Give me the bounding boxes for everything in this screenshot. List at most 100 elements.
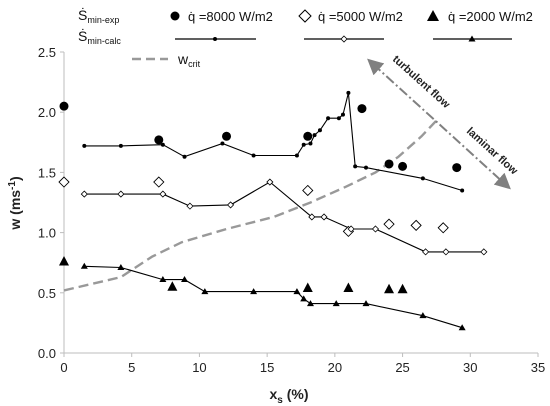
calc-2000-point xyxy=(362,300,370,307)
calc-8000-point xyxy=(353,164,358,169)
calc-8000-line xyxy=(84,92,463,192)
exp-8000-point xyxy=(357,104,367,114)
x-tick-label: 5 xyxy=(128,360,135,375)
exp-8000-point xyxy=(154,135,164,145)
calc-8000-point xyxy=(118,143,123,148)
calc-5000-point xyxy=(308,213,316,221)
calc-8000-point xyxy=(308,141,313,146)
exp-5000-point xyxy=(383,218,395,230)
calc-5000-point xyxy=(80,190,88,198)
exp-5000-point xyxy=(410,219,422,232)
x-axis-title: xs (%) xyxy=(269,386,308,406)
calc-5000-point xyxy=(159,190,167,198)
calc-8000-point xyxy=(346,90,351,95)
calc-2000-point xyxy=(181,276,189,283)
calc-2000-point xyxy=(306,300,314,307)
x-tick-label: 30 xyxy=(463,360,477,375)
exp-2000-point xyxy=(384,283,395,294)
calc-5000-point xyxy=(347,225,355,233)
calc-2000-point xyxy=(332,300,340,307)
exp-2000-point xyxy=(302,282,313,292)
calc-2000-point xyxy=(458,324,466,331)
legend-wcrit-label: wcrit xyxy=(177,51,201,69)
calc-8000-point xyxy=(326,116,331,121)
calc-8000-point xyxy=(420,176,425,181)
legend-calc-2000-dot xyxy=(468,35,476,42)
exp-5000-point xyxy=(302,184,314,197)
exp-8000-point xyxy=(222,131,232,141)
calc-2000-line xyxy=(84,265,463,329)
x-tick-label: 10 xyxy=(192,360,206,375)
calc-5000-point xyxy=(117,190,125,198)
y-tick-label: 0.5 xyxy=(38,286,56,301)
exp-5000-point xyxy=(437,222,449,234)
legend-5000-label: q̇ =5000 W/m2 xyxy=(318,9,403,24)
legend-2000-marker xyxy=(427,10,439,21)
calc-8000-point xyxy=(82,143,87,148)
calc-5000-point xyxy=(371,225,380,233)
exp-2000-point xyxy=(343,282,354,292)
laminar-flow-label: laminar flow xyxy=(464,125,520,177)
x-tick-label: 35 xyxy=(531,360,545,375)
legend-exp-label: Ṡmin-exp xyxy=(78,6,119,25)
calc-8000-point xyxy=(301,142,306,147)
y-tick-label: 2.0 xyxy=(38,105,56,120)
y-axis-title: w (ms-1) xyxy=(7,176,23,230)
legend-calc-8000-dot xyxy=(213,37,217,41)
calc-5000-point xyxy=(442,248,450,256)
legend: Ṡmin-exp Ṡmin-calc wcrit q̇ =8000 W/m2 q… xyxy=(78,6,533,69)
calc-2000-point xyxy=(159,276,167,283)
calc-8000-point xyxy=(340,112,345,117)
calc-8000-point xyxy=(251,153,256,158)
x-tick-label: 20 xyxy=(328,360,342,375)
calc-8000-point xyxy=(364,165,369,170)
x-ticks: 0 5 10 15 20 25 30 35 xyxy=(60,353,545,375)
calc-8000-point xyxy=(160,142,165,147)
exp-5000-point xyxy=(58,176,70,188)
exp-8000-point xyxy=(398,161,408,171)
legend-calc-label: Ṡmin-calc xyxy=(78,27,121,46)
exp-8000-point xyxy=(452,163,462,173)
y-tick-label: 1.0 xyxy=(38,226,56,241)
calc-2000-point xyxy=(300,295,308,302)
calc-8000-point xyxy=(220,141,225,146)
exp-8000-point xyxy=(59,101,69,111)
calc-5000-point xyxy=(227,201,235,209)
markers xyxy=(58,90,488,331)
exp-8000-point xyxy=(303,131,313,141)
x-tick-label: 15 xyxy=(260,360,274,375)
calc-5000-line xyxy=(84,181,484,253)
exp-2000-point xyxy=(167,281,178,291)
flow-regime-arrow xyxy=(367,58,511,190)
axes xyxy=(63,52,538,354)
calc-5000-point xyxy=(480,248,488,256)
legend-8000-label: q̇ =8000 W/m2 xyxy=(188,9,273,24)
calc-2000-point xyxy=(201,288,209,295)
calc-5000-point xyxy=(266,178,274,186)
y-tick-label: 0.0 xyxy=(38,346,56,361)
calc-2000-point xyxy=(419,312,427,319)
y-ticks: 0.0 0.5 1.0 1.5 2.0 2.5 xyxy=(38,45,64,361)
calc-8000-point xyxy=(336,116,341,121)
calc-2000-point xyxy=(250,288,258,295)
calc-8000-point xyxy=(312,133,317,138)
calc-2000-point xyxy=(293,288,301,295)
calc-8000-point xyxy=(182,154,187,159)
calc-5000-point xyxy=(422,248,430,256)
calc-8000-point xyxy=(460,188,465,193)
calc-8000-point xyxy=(294,153,299,158)
exp-2000-point xyxy=(397,283,408,294)
x-tick-label: 0 xyxy=(60,360,67,375)
calc-2000-point xyxy=(80,262,88,269)
calc-2000-point xyxy=(117,264,125,271)
y-tick-label: 2.5 xyxy=(38,45,56,60)
legend-calc-5000-dot xyxy=(340,35,348,43)
calc-lines xyxy=(84,92,484,329)
exp-8000-point xyxy=(384,159,394,169)
y-tick-label: 1.5 xyxy=(38,165,56,180)
calc-5000-point xyxy=(320,213,328,221)
legend-8000-marker xyxy=(170,11,180,21)
exp-5000-point xyxy=(153,176,165,188)
